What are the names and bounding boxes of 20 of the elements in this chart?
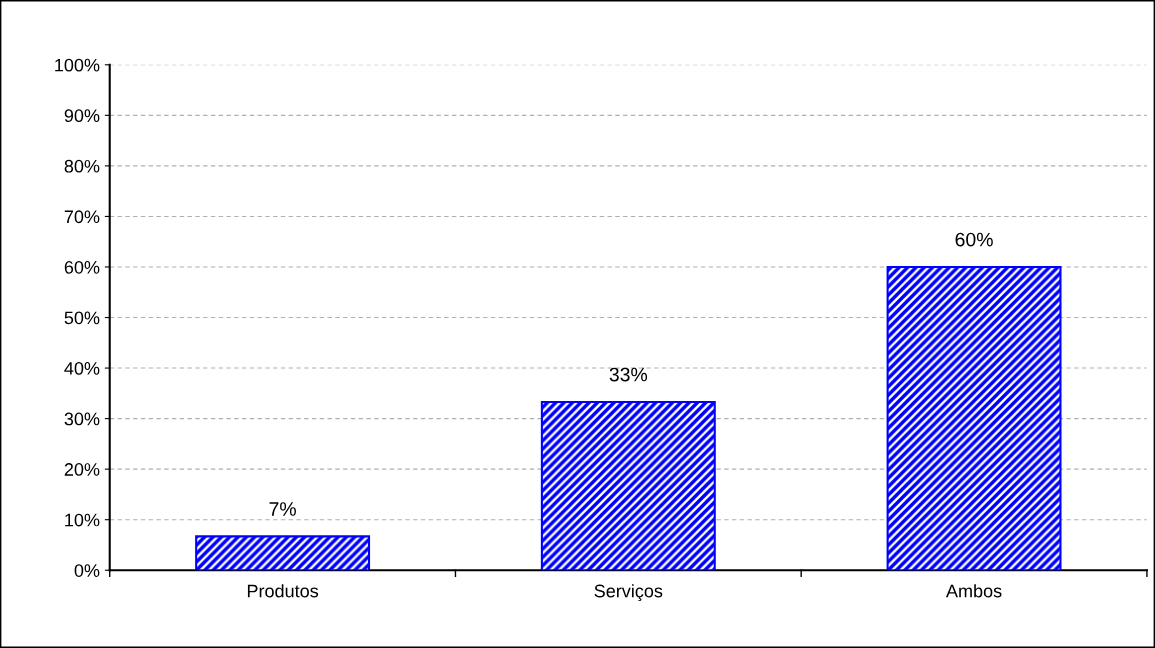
y-tick-label: 80% <box>64 159 100 173</box>
y-tick-label: 10% <box>65 513 100 527</box>
data-label: 60% <box>955 232 993 247</box>
y-tick-label: 20% <box>64 463 100 476</box>
y-tick-label: 70% <box>64 210 100 224</box>
x-tick-label: Produtos <box>247 584 319 598</box>
x-tick-label: Ambos <box>945 584 1002 598</box>
bar <box>540 400 716 571</box>
x-tick-label: Serviços <box>594 584 663 602</box>
data-label: 7% <box>269 502 296 516</box>
y-tick-label: 30% <box>64 412 100 426</box>
y-tick-label: 90% <box>64 109 100 123</box>
bar <box>195 535 371 571</box>
y-tick-label: 60% <box>64 260 100 274</box>
y-tick-label: 100% <box>55 58 100 72</box>
y-tick-label: 50% <box>64 311 100 325</box>
y-tick-label: 40% <box>64 362 100 375</box>
bar <box>886 265 1062 571</box>
y-tick-label: 0% <box>74 564 100 577</box>
data-label: 33% <box>609 367 648 382</box>
